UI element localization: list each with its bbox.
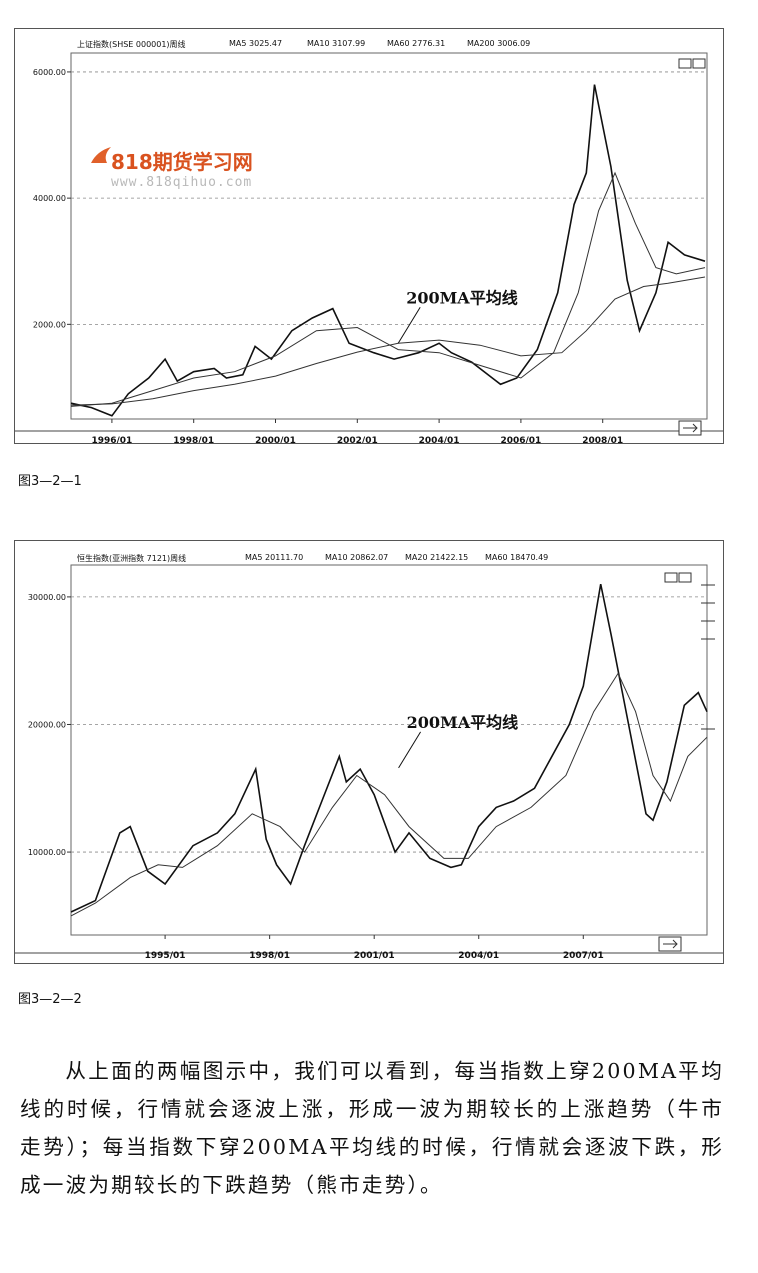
- shanghai-weekly-chart: 6000.00 4000.00 2000.00 1996/01 1998/01 2000/…: [15, 52, 723, 443]
- annotation-leader: [397, 307, 421, 344]
- right-scale-marks: [701, 584, 715, 730]
- arrow-right-icon: [683, 423, 698, 433]
- watermark-brand: 818期货学习网: [111, 150, 253, 174]
- plot-frame: [70, 564, 708, 936]
- window-button: [692, 58, 706, 69]
- y-tick-label: 4000.00: [33, 194, 66, 203]
- x-tick-label: 2007/01: [563, 951, 604, 961]
- hangseng-weekly-chart: 30000.00 20000.00 10000.00 1995/01 1998/01 20…: [15, 564, 723, 961]
- ma-readout: MA20 21422.15: [405, 553, 469, 562]
- flame-logo-icon: [91, 147, 111, 163]
- ma-readout: MA60 18470.49: [485, 553, 549, 562]
- x-tick-label: 1998/01: [173, 436, 214, 443]
- ma-readout: MA10 3107.99: [307, 39, 366, 48]
- y-tick-label: 6000.00: [33, 68, 66, 77]
- x-tick-label: 2006/01: [500, 436, 541, 443]
- hangseng-chart-panel: 恒生指数(亚洲指数 7121)周线 MA5 20111.70 MA10 2086…: [14, 540, 724, 964]
- price-line: [70, 583, 708, 913]
- x-tick-label: 2002/01: [337, 436, 378, 443]
- ma-readout: MA10 20862.07: [325, 553, 389, 562]
- watermark-url: www.818qihuo.com: [111, 175, 253, 190]
- price-line: [70, 84, 706, 417]
- annotation-label: 200MA平均线: [407, 713, 519, 732]
- x-tick-label: 2004/01: [458, 951, 499, 961]
- window-button: [678, 58, 692, 69]
- moving-average-line: [70, 276, 706, 406]
- plot-frame: [70, 52, 708, 420]
- body-paragraph: 从上面的两幅图示中，我们可以看到，每当指数上穿200MA平均线的时候，行情就会逐…: [20, 1052, 724, 1204]
- annotation-label: 200MA平均线: [406, 288, 518, 307]
- annotation-leader: [398, 731, 422, 769]
- x-tick-label: 2000/01: [255, 436, 296, 443]
- moving-average-line: [70, 672, 708, 917]
- arrow-right-icon: [663, 939, 678, 949]
- y-tick-label: 30000.00: [28, 593, 66, 602]
- chart-title: 恒生指数(亚洲指数 7121)周线: [77, 554, 187, 563]
- ma-readout: MA5 3025.47: [229, 39, 283, 48]
- x-tick-label: 2008/01: [582, 436, 623, 443]
- x-tick-label: 2004/01: [419, 436, 460, 443]
- figure-caption: 图3—2—1: [18, 474, 82, 489]
- chart-title: 上证指数(SHSE 000001)周线: [77, 40, 186, 49]
- ma-readout: MA60 2776.31: [387, 39, 446, 48]
- window-button: [664, 572, 678, 583]
- shanghai-chart-panel: 上证指数(SHSE 000001)周线 MA5 3025.47 MA10 310…: [14, 28, 724, 444]
- ma-readout: MA200 3006.09: [467, 39, 531, 48]
- figure-caption: 图3—2—2: [18, 992, 82, 1007]
- x-tick-label: 1996/01: [91, 436, 132, 443]
- paragraph-text: 从上面的两幅图示中，我们可以看到，每当指数上穿200MA平均线的时候，行情就会逐…: [20, 1059, 724, 1197]
- y-tick-label: 20000.00: [28, 720, 66, 729]
- ma-readout: MA5 20111.70: [245, 553, 304, 562]
- y-tick-label: 2000.00: [33, 320, 66, 329]
- x-tick-label: 2001/01: [354, 951, 395, 961]
- y-tick-label: 10000.00: [28, 848, 66, 857]
- window-button: [678, 572, 692, 583]
- moving-average-line: [70, 171, 706, 407]
- x-tick-label: 1995/01: [145, 951, 186, 961]
- x-tick-label: 1998/01: [249, 951, 290, 961]
